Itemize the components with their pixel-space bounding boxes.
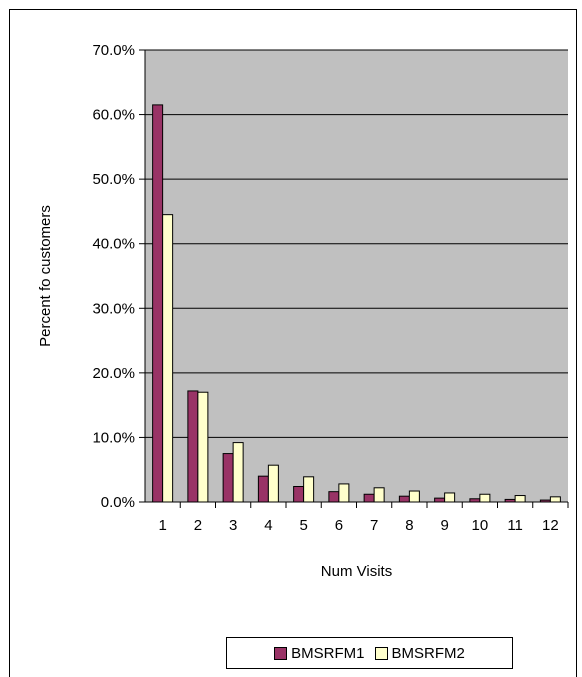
bar-2-5: [303, 476, 315, 503]
bar-1-9: [434, 497, 446, 503]
legend-swatch-series-1: [274, 646, 288, 660]
bar-1-7: [363, 493, 375, 503]
bar-2-4: [267, 464, 279, 503]
plot-area: [145, 50, 568, 502]
legend-label-series-1: BMSRFM1: [291, 644, 365, 662]
bar-2-6: [338, 483, 350, 503]
bar-2-2: [197, 391, 209, 503]
bar-2-9: [444, 492, 456, 503]
x-tick-label: 5: [299, 517, 307, 534]
bar-2-7: [373, 487, 385, 503]
x-tick-label: 8: [405, 517, 413, 534]
y-tick-labels: 0.0% 10.0% 20.0% 30.0% 40.0% 50.0% 60.0% 70.0%: [92, 42, 135, 511]
legend-swatch-series-2: [374, 646, 388, 660]
legend-entry-series-1: BMSRFM1: [274, 644, 365, 662]
x-tick-labels: 1 2 3 4 5 6 7 8 9 10 11 12: [158, 517, 558, 534]
bar-1-2: [187, 390, 199, 503]
y-tick-label: 20.0%: [92, 365, 135, 382]
y-tick-label: 70.0%: [92, 42, 135, 59]
x-tick-label: 11: [507, 517, 523, 534]
chart-frame: [9, 9, 577, 677]
bar-2-11: [514, 495, 526, 503]
bar-2-3: [232, 442, 244, 503]
y-axis-title: Percent fo customers: [37, 205, 54, 347]
x-tick-label: 4: [264, 517, 272, 534]
legend-label-series-2: BMSRFM2: [391, 644, 465, 662]
gridlines: [145, 49, 568, 438]
x-tick-label: 1: [158, 517, 166, 534]
x-tick-label: 12: [542, 517, 559, 534]
x-tick-label: 6: [335, 517, 343, 534]
y-tick-label: 0.0%: [101, 494, 135, 511]
x-tick-label: 7: [370, 517, 378, 534]
x-tick-label: 3: [229, 517, 237, 534]
axes: [139, 49, 569, 508]
y-tick-label: 50.0%: [92, 171, 135, 188]
bar-1-3: [222, 453, 234, 503]
bar-1-4: [257, 475, 269, 503]
bar-2-1: [162, 214, 174, 503]
x-tick-label: 9: [440, 517, 448, 534]
x-tick-label: 10: [472, 517, 489, 534]
y-tick-label: 60.0%: [92, 107, 135, 124]
bar-1-6: [328, 491, 340, 503]
bar-1-8: [398, 495, 410, 503]
x-axis-title: Num Visits: [321, 563, 392, 580]
y-tick-label: 10.0%: [92, 429, 135, 446]
y-tick-label: 40.0%: [92, 236, 135, 253]
bar-1-1: [152, 104, 164, 503]
bar-2-12: [549, 496, 561, 503]
legend: BMSRFM1 BMSRFM2: [226, 637, 513, 669]
legend-entry-series-2: BMSRFM2: [374, 644, 465, 662]
x-tick-label: 2: [194, 517, 202, 534]
bar-2-10: [479, 493, 491, 503]
y-tick-label: 30.0%: [92, 300, 135, 317]
bar-2-8: [408, 490, 420, 503]
bar-1-5: [293, 486, 305, 503]
